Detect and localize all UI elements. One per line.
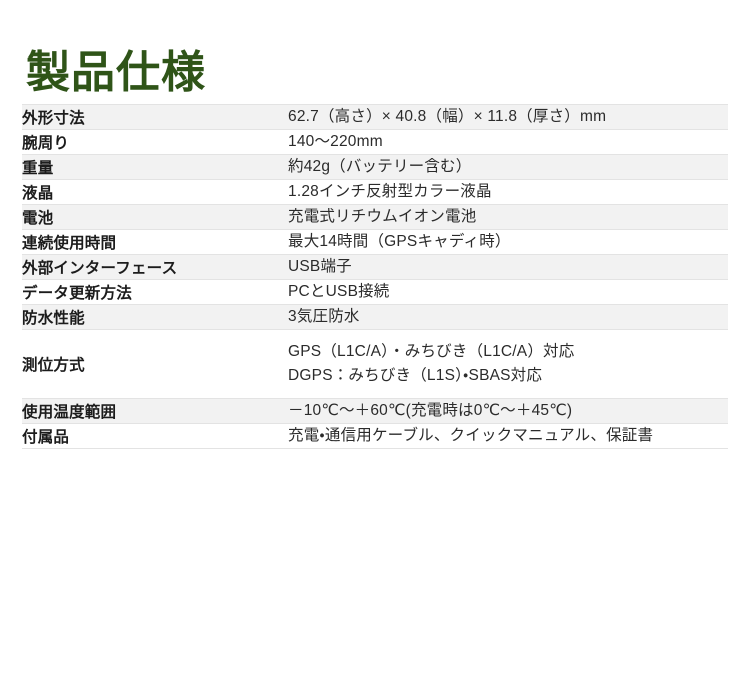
spec-row-value-line: DGPS：みちびき（L1S）・SBAS対応 bbox=[288, 367, 543, 385]
spec-row-value-line: 充電・通信用ケーブル、クイックマニュアル、保証書 bbox=[288, 427, 654, 445]
spec-row-value: 140〜220mm bbox=[288, 130, 728, 155]
spec-row-value: 62.7（高さ）× 40.8（幅）× 11.8（厚さ）mm bbox=[288, 105, 728, 130]
spec-row-label: 外形寸法 bbox=[22, 110, 85, 127]
spec-row-value: 最大14時間（GPSキャディ時） bbox=[288, 230, 728, 255]
spec-row-label: データ更新方法 bbox=[22, 285, 132, 303]
spec-row-value: 1.28インチ反射型カラー液晶 bbox=[288, 180, 728, 205]
spec-row-value-line: 充電式リチウムイオン電池 bbox=[288, 208, 477, 226]
spec-row-value: 充電・通信用ケーブル、クイックマニュアル、保証書 bbox=[288, 424, 728, 449]
page-title: 製品仕様 bbox=[26, 48, 206, 98]
spec-row: 重量 約42g（バッテリー含む） bbox=[22, 154, 728, 180]
spec-row-value: PCとUSB接続 bbox=[288, 280, 728, 305]
spec-row-label: 使用温度範囲 bbox=[22, 404, 117, 422]
spec-row-value-line: 62.7（高さ）× 40.8（幅）× 11.8（厚さ）mm bbox=[288, 108, 607, 125]
spec-row-label: 測位方式 bbox=[22, 357, 85, 375]
spec-row-value: 約42g（バッテリー含む） bbox=[288, 155, 728, 180]
spec-row-label: 防水性能 bbox=[22, 310, 85, 328]
spec-row-value: USB端子 bbox=[288, 255, 728, 280]
spec-row-value-line: GPS（L1C/A）・みちびき（L1C/A）対応 bbox=[288, 343, 575, 361]
spec-row: 外形寸法 62.7（高さ）× 40.8（幅）× 11.8（厚さ）mm bbox=[22, 104, 728, 130]
spec-row-value: GPS（L1C/A）・みちびき（L1C/A）対応 DGPS：みちびき（L1S）・S… bbox=[288, 330, 728, 399]
spec-row-value-line: 最大14時間（GPSキャディ時） bbox=[288, 233, 511, 251]
spec-row: 腕周り 140〜220mm bbox=[22, 129, 728, 155]
product-spec-table: 外形寸法 62.7（高さ）× 40.8（幅）× 11.8（厚さ）mm 腕周り 140〜… bbox=[22, 104, 728, 449]
spec-row-label: 腕周り bbox=[22, 135, 70, 153]
spec-row-value-line: 3気圧防水 bbox=[288, 308, 360, 326]
spec-row-label: 液晶 bbox=[22, 185, 54, 203]
spec-row-value-line: USB端子 bbox=[288, 258, 352, 276]
spec-row: 連続使用時間 最大14時間（GPSキャディ時） bbox=[22, 229, 728, 255]
spec-row: 使用温度範囲 －10℃〜＋60℃(充電時は0℃〜＋45℃) bbox=[22, 398, 728, 424]
spec-row-label: 外部インターフェース bbox=[22, 260, 178, 278]
spec-row-value: 充電式リチウムイオン電池 bbox=[288, 205, 728, 230]
spec-row: データ更新方法 PCとUSB接続 bbox=[22, 279, 728, 305]
spec-row-value: －10℃〜＋60℃(充電時は0℃〜＋45℃) bbox=[288, 399, 728, 424]
spec-row-label: 重量 bbox=[22, 160, 54, 178]
spec-row-label: 付属品 bbox=[22, 429, 70, 447]
spec-row: 防水性能 3気圧防水 bbox=[22, 304, 728, 330]
spec-row-value-line: 約42g（バッテリー含む） bbox=[288, 158, 472, 176]
spec-row-value-line: 140〜220mm bbox=[288, 133, 383, 151]
spec-row-value: 3気圧防水 bbox=[288, 305, 728, 330]
spec-row-value-line: PCとUSB接続 bbox=[288, 283, 390, 301]
spec-row-value-line: －10℃〜＋60℃(充電時は0℃〜＋45℃) bbox=[288, 402, 573, 420]
spec-row: 測位方式 GPS（L1C/A）・みちびき（L1C/A）対応 DGPS：みちびき（L1… bbox=[22, 329, 728, 399]
spec-row: 付属品 充電・通信用ケーブル、クイックマニュアル、保証書 bbox=[22, 423, 728, 449]
spec-row-label: 連続使用時間 bbox=[22, 235, 117, 253]
spec-row-label: 電池 bbox=[22, 210, 54, 228]
spec-row: 電池 充電式リチウムイオン電池 bbox=[22, 204, 728, 230]
spec-row: 液晶 1.28インチ反射型カラー液晶 bbox=[22, 179, 728, 205]
spec-table-body: 外形寸法 62.7（高さ）× 40.8（幅）× 11.8（厚さ）mm 腕周り 140〜… bbox=[22, 104, 728, 449]
spec-row-value-line: 1.28インチ反射型カラー液晶 bbox=[288, 183, 492, 201]
spec-row: 外部インターフェース USB端子 bbox=[22, 254, 728, 280]
